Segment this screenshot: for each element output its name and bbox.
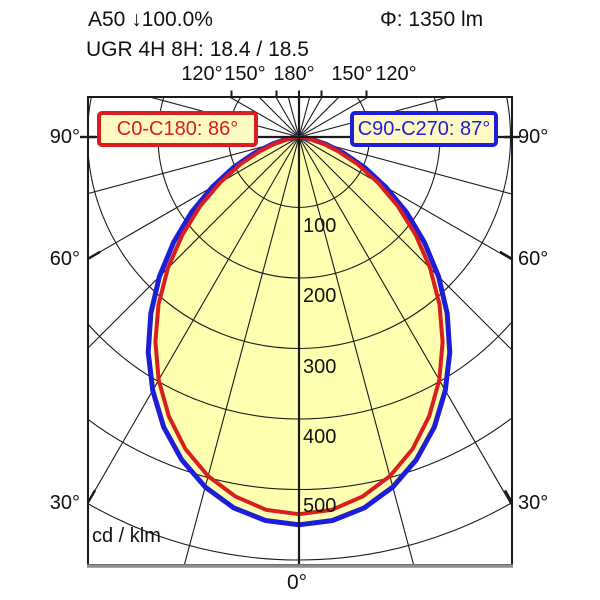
- luminous-flux-label: Φ: 1350 lm: [380, 8, 484, 31]
- angle-label-top: 120°: [375, 63, 417, 85]
- angle-label-right: 90°: [518, 126, 549, 148]
- angle-label-bottom: 0°: [286, 571, 308, 594]
- radial-tick-label: 500: [303, 495, 337, 517]
- angle-label-top: 180°: [273, 63, 315, 85]
- radial-tick-label: 400: [303, 426, 337, 448]
- angle-label-top: 150°: [331, 63, 373, 85]
- angle-label-left: 30°: [49, 492, 80, 514]
- radial-tick-label: 200: [303, 285, 337, 307]
- radial-tick-label: 300: [303, 355, 337, 378]
- angle-label-top: 120°: [181, 63, 223, 85]
- legend-c90-c270-badge: C90-C270: 87°: [350, 111, 498, 147]
- angle-label-right: 60°: [518, 248, 549, 270]
- angle-label-right: 30°: [518, 492, 549, 514]
- radial-tick-label: 100: [303, 215, 337, 237]
- unit-label: cd / klm: [92, 525, 161, 547]
- suspension-flux-label: A50 ↓100.0%: [88, 8, 213, 31]
- ugr-label: UGR 4H 8H: 18.4 / 18.5: [86, 38, 309, 61]
- angle-label-top: 150°: [224, 63, 266, 85]
- angle-label-left: 90°: [49, 126, 80, 148]
- legend-c0-c180-badge: C0-C180: 86°: [97, 111, 258, 147]
- angle-label-left: 60°: [49, 248, 80, 270]
